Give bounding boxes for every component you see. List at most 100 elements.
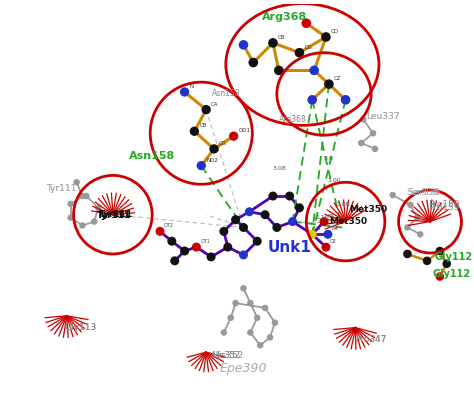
Point [309, 231, 316, 238]
Point [240, 224, 247, 230]
Point [207, 254, 215, 260]
Point [168, 238, 175, 244]
Point [79, 222, 86, 228]
Point [286, 193, 293, 199]
Text: 3.08: 3.08 [273, 166, 287, 171]
Point [269, 193, 277, 199]
Point [156, 228, 164, 234]
Text: Tyr111: Tyr111 [97, 211, 131, 220]
Text: Pro159: Pro159 [428, 203, 459, 212]
Point [342, 97, 349, 103]
Text: Gly113: Gly113 [64, 323, 97, 332]
Text: Gly112: Gly112 [435, 252, 473, 262]
Point [191, 128, 198, 134]
Text: CD: CD [331, 29, 339, 34]
Text: Arg368: Arg368 [279, 115, 307, 124]
Text: 1.16: 1.16 [315, 215, 329, 220]
Point [210, 146, 218, 152]
Point [181, 89, 188, 95]
Point [423, 258, 431, 264]
Text: Gly113: Gly113 [64, 323, 97, 332]
Text: S: S [316, 227, 319, 231]
Point [309, 97, 316, 103]
Point [296, 205, 303, 211]
Point [67, 201, 74, 207]
Text: Pro347: Pro347 [356, 335, 387, 344]
Point [289, 219, 296, 225]
Point [436, 248, 444, 254]
Text: Tyr111: Tyr111 [46, 184, 76, 193]
Text: 1.08: 1.08 [337, 202, 350, 208]
Text: 3.0: 3.0 [324, 156, 334, 161]
Point [413, 215, 421, 221]
Point [322, 244, 330, 250]
Text: Ser336: Ser336 [408, 188, 440, 196]
Point [230, 133, 237, 139]
Point [202, 107, 210, 113]
Text: O1: O1 [328, 213, 335, 219]
Point [404, 251, 411, 257]
Point [224, 244, 232, 250]
Point [240, 42, 247, 48]
Text: Pro347: Pro347 [356, 335, 387, 344]
Text: CZ: CZ [334, 76, 341, 81]
Text: Tyr111: Tyr111 [97, 211, 131, 220]
Point [266, 334, 274, 341]
Point [256, 342, 264, 348]
Text: CG: CG [304, 45, 312, 50]
Text: Unk1: Unk1 [268, 240, 311, 255]
Point [389, 192, 397, 198]
Point [324, 231, 332, 238]
Point [249, 59, 257, 66]
Text: OD1: OD1 [238, 128, 251, 133]
Text: Ser336: Ser336 [406, 188, 438, 196]
Point [359, 116, 367, 123]
Text: N: N [190, 84, 193, 89]
Point [404, 224, 411, 230]
Text: Met350: Met350 [329, 217, 368, 226]
Point [296, 50, 303, 56]
Point [240, 285, 247, 291]
Point [246, 329, 254, 336]
Text: O2: O2 [330, 239, 337, 244]
Point [171, 258, 179, 264]
Text: CG: CG [219, 141, 227, 146]
Text: Epe390: Epe390 [220, 362, 267, 375]
Point [271, 320, 279, 326]
Point [232, 217, 239, 223]
Text: Gly112: Gly112 [433, 268, 471, 279]
Text: 1.00: 1.00 [327, 178, 341, 183]
Point [232, 300, 239, 306]
Point [261, 211, 269, 218]
Point [67, 215, 74, 221]
Point [240, 252, 247, 258]
Point [82, 193, 90, 199]
Point [261, 305, 269, 311]
Point [246, 300, 254, 306]
Point [91, 219, 98, 225]
Text: OT2: OT2 [164, 223, 174, 228]
Text: His352: His352 [212, 350, 243, 360]
Text: Asn158: Asn158 [211, 89, 240, 99]
Point [254, 238, 261, 244]
Point [310, 67, 318, 74]
Text: N4: N4 [332, 227, 339, 231]
Point [181, 248, 188, 254]
Point [273, 224, 281, 230]
Text: Asn158: Asn158 [129, 151, 175, 161]
Point [220, 329, 228, 336]
Point [73, 179, 81, 185]
Point [436, 273, 444, 280]
Point [416, 231, 424, 238]
Point [220, 228, 228, 234]
Point [198, 162, 205, 169]
Text: CA: CA [211, 102, 219, 107]
Point [246, 209, 253, 215]
Text: Pro159: Pro159 [428, 200, 459, 209]
Text: Leu337: Leu337 [366, 112, 400, 121]
Text: Tyr111: Tyr111 [46, 184, 76, 193]
Point [94, 205, 102, 211]
Point [369, 130, 377, 136]
Point [269, 40, 277, 46]
Point [227, 314, 235, 321]
